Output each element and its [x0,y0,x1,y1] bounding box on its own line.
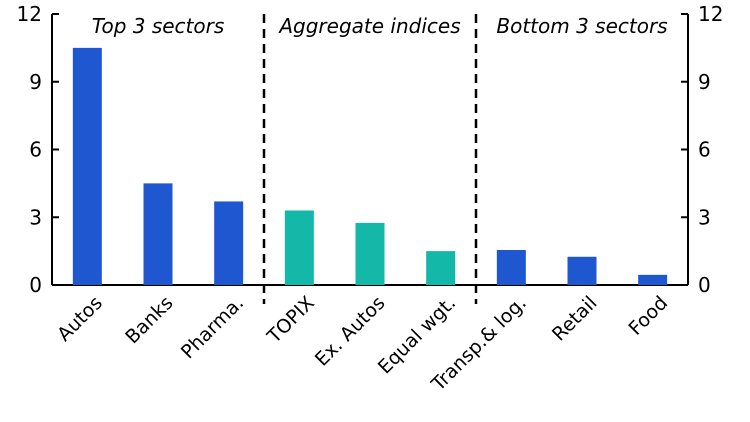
bar-5 [355,222,385,285]
bar-7 [496,249,526,285]
group-dividers [262,14,478,304]
group-label: Top 3 sectors [92,14,225,38]
bar-6 [426,251,456,285]
x-tick-label: Autos [53,292,107,346]
y-tick-label-right: 0 [698,273,711,297]
x-tick-label: TOPIX [263,292,319,348]
y-tick-label-left: 6 [29,138,42,162]
y-tick-label-left: 0 [29,273,42,297]
group-labels: Top 3 sectors Aggregate indices Bottom 3 s… [92,14,668,38]
y-axis-right-ticks: 0 3 6 9 12 [681,2,723,297]
y-tick-label-right: 3 [698,205,711,229]
group-label: Aggregate indices [277,14,460,38]
y-tick-label-right: 6 [698,138,711,162]
y-tick-label-left: 9 [29,70,42,94]
y-axis-left-ticks: 0 3 6 9 12 [17,2,59,297]
y-tick-label-left: 12 [17,2,42,26]
bars [72,47,668,285]
y-tick-label-right: 9 [698,70,711,94]
bar-9 [638,274,668,285]
x-tick-label: Banks [121,292,177,348]
bar-8 [567,256,597,285]
bar-3 [214,201,244,285]
x-tick-label: Retail [548,292,602,346]
y-tick-label-right: 12 [698,2,723,26]
bar-4 [284,210,314,285]
y-tick-label-left: 3 [29,205,42,229]
bar-2 [143,183,173,285]
bar-1 [72,47,102,285]
group-label: Bottom 3 sectors [496,14,667,38]
x-tick-label: Pharma. [177,292,248,363]
x-tick-label: Food [624,292,672,340]
